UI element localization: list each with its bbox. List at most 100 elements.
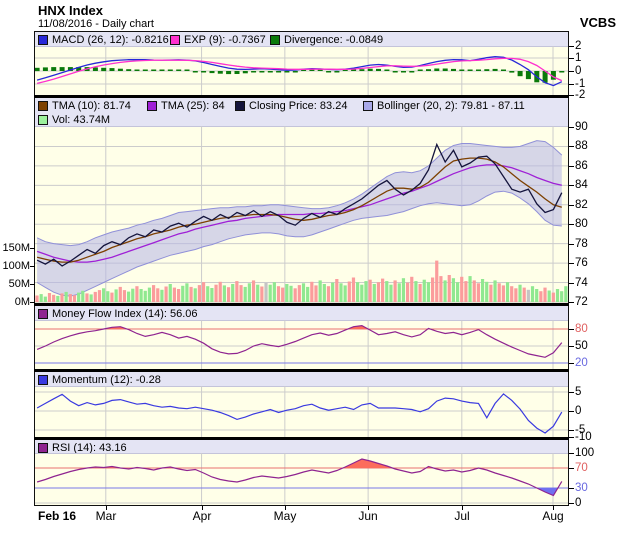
panel-separator <box>34 437 569 440</box>
legend-label: Vol: 43.74M <box>52 113 111 126</box>
legend-item-divergence: Divergence: -0.0849 <box>270 33 383 46</box>
volume-axis-label: 100M <box>2 260 30 272</box>
legend-item-macd-26-12: MACD (26, 12): -0.8216 <box>38 33 169 46</box>
y-axis-label: 20 <box>575 357 588 369</box>
legend-swatch-icon <box>363 100 373 111</box>
axis-tick <box>462 506 463 510</box>
x-axis-label-jul: Jul <box>454 509 470 523</box>
legend-label: Momentum (12): -0.28 <box>52 373 161 386</box>
y-axis-label: -5 <box>575 424 586 436</box>
axis-tick <box>569 166 574 167</box>
y-axis-label: 0 <box>575 497 582 509</box>
y-axis-label: 5 <box>575 386 582 398</box>
axis-tick <box>569 58 574 59</box>
y-axis-label: 80 <box>575 218 588 230</box>
axis-tick <box>569 244 574 245</box>
y-axis-label: 90 <box>575 121 588 133</box>
legend-swatch-icon <box>170 34 180 45</box>
axis-tick <box>30 248 35 249</box>
price-legend: TMA (10): 81.74 TMA (25): 84 Closing Price… <box>35 98 568 127</box>
legend-item-money-flow-index-14: Money Flow Index (14): 56.06 <box>38 307 198 320</box>
legend-label: Closing Price: 83.24 <box>249 99 348 112</box>
y-axis-label: 84 <box>575 179 588 191</box>
axis-tick <box>569 263 574 264</box>
axis-tick <box>569 46 574 47</box>
axis-tick <box>30 266 35 267</box>
legend-item-momentum-12: Momentum (12): -0.28 <box>38 373 161 386</box>
volume-axis-label: 50M <box>8 278 30 290</box>
x-axis-label-apr: Apr <box>192 509 212 523</box>
y-axis-label: 30 <box>575 482 588 494</box>
legend-item-tma-10: TMA (10): 81.74 <box>38 99 131 112</box>
legend-swatch-icon <box>38 34 48 45</box>
x-axis-label-start: Feb 16 <box>37 509 77 523</box>
legend-label: TMA (10): 81.74 <box>52 99 131 112</box>
legend-label: EXP (9): -0.7367 <box>184 33 266 46</box>
y-axis-label: 82 <box>575 199 588 211</box>
axis-tick <box>569 185 574 186</box>
y-axis-label: 0 <box>575 65 582 77</box>
y-axis-label: -1 <box>575 78 586 90</box>
momentum-plot[interactable] <box>35 386 568 437</box>
axis-tick <box>368 506 369 510</box>
axis-tick <box>553 506 554 510</box>
axis-tick <box>569 329 574 330</box>
y-axis-label: 50 <box>575 340 588 352</box>
brand-logo: VCBS <box>579 15 616 30</box>
x-axis-label-aug: Aug <box>542 509 564 523</box>
rsi-legend: RSI (14): 43.16 <box>35 440 568 454</box>
legend-label: RSI (14): 43.16 <box>52 441 127 454</box>
axis-tick <box>569 453 574 454</box>
legend-item-rsi-14: RSI (14): 43.16 <box>38 441 127 454</box>
legend-swatch-icon <box>38 114 48 125</box>
x-axis-label-may: May <box>273 509 297 523</box>
y-axis-label: 1 <box>575 52 582 64</box>
y-axis-label: 100 <box>575 447 595 459</box>
legend-item-exp-9: EXP (9): -0.7367 <box>170 33 266 46</box>
axis-tick <box>569 71 574 72</box>
axis-tick <box>285 506 286 510</box>
axis-tick <box>30 284 35 285</box>
mfi-legend: Money Flow Index (14): 56.06 <box>35 306 568 321</box>
axis-tick <box>569 346 574 347</box>
mfi-plot[interactable] <box>35 320 568 369</box>
y-axis-label: 80 <box>575 323 588 335</box>
axis-tick <box>569 95 574 96</box>
y-axis-label: 78 <box>575 238 588 250</box>
axis-tick <box>106 506 107 510</box>
panel-separator <box>34 95 569 98</box>
legend-label: Divergence: -0.0849 <box>284 33 384 46</box>
x-axis-label-jun: Jun <box>358 509 378 523</box>
legend-swatch-icon <box>235 100 245 111</box>
y-axis-label: 76 <box>575 257 588 269</box>
axis-tick <box>569 146 574 147</box>
macd-plot[interactable] <box>35 46 568 95</box>
legend-item-closing-price: Closing Price: 83.24 <box>235 99 347 112</box>
axis-tick <box>569 392 574 393</box>
axis-tick <box>569 224 574 225</box>
rsi-plot[interactable] <box>35 453 568 505</box>
axis-tick <box>202 506 203 510</box>
y-axis-label: 72 <box>575 296 588 308</box>
axis-tick <box>569 430 574 431</box>
axis-tick <box>569 283 574 284</box>
axis-tick <box>569 363 574 364</box>
legend-item-bollinger-20-2: Bollinger (20, 2): 79.81 - 87.11 <box>363 99 525 112</box>
panel-separator <box>34 369 569 372</box>
momentum-legend: Momentum (12): -0.28 <box>35 372 568 387</box>
macd-legend: MACD (26, 12): -0.8216 EXP (9): -0.7367 Di… <box>35 32 568 47</box>
legend-swatch-icon <box>38 374 48 385</box>
axis-tick <box>569 84 574 85</box>
price-plot[interactable] <box>35 126 568 303</box>
y-axis-label: -10 <box>575 431 592 443</box>
y-axis-label: -2 <box>575 89 586 101</box>
volume-axis-label: 0M <box>14 296 30 308</box>
y-axis-label: 88 <box>575 140 588 152</box>
legend-swatch-icon <box>38 308 48 319</box>
axis-tick <box>569 127 574 128</box>
legend-label: TMA (25): 84 <box>161 99 225 112</box>
legend-label: Money Flow Index (14): 56.06 <box>52 307 198 320</box>
volume-axis-label: 150M <box>2 242 30 254</box>
legend-swatch-icon <box>38 100 48 111</box>
